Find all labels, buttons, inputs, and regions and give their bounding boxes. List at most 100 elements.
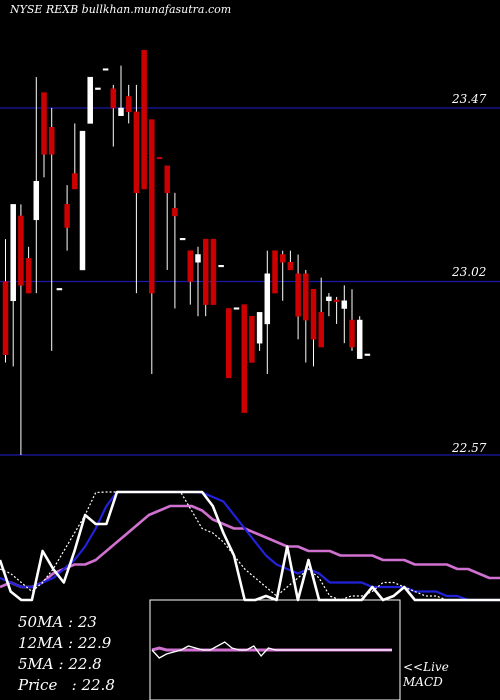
- candle-body: [318, 312, 324, 348]
- candle: [133, 84, 140, 294]
- candle: [156, 157, 163, 160]
- candle-body: [233, 307, 240, 310]
- candle-body: [118, 107, 124, 116]
- candle: [210, 238, 217, 305]
- candle-body: [349, 319, 355, 348]
- candle: [102, 68, 109, 71]
- candle-body: [33, 181, 40, 221]
- candle: [195, 246, 201, 317]
- macd-frame: [149, 599, 401, 700]
- ma12-line: [0, 490, 500, 602]
- candle-body: [10, 204, 16, 302]
- candle-body: [202, 238, 209, 305]
- candle: [279, 250, 286, 301]
- price-line: [0, 490, 500, 602]
- ma5-value: 5MA : 22.8: [18, 655, 102, 673]
- candle: [326, 293, 332, 317]
- live-label: <<Live: [403, 660, 449, 674]
- candle-body: [41, 92, 47, 155]
- candle-body: [341, 300, 348, 309]
- moving-average-lines: [0, 490, 500, 602]
- candle-body: [272, 250, 278, 294]
- candle: [249, 315, 255, 363]
- candle-body: [56, 288, 63, 291]
- candle-body: [326, 296, 332, 302]
- candle: [172, 192, 178, 309]
- candle: [2, 239, 9, 363]
- level-label-mid: 23.02: [451, 265, 486, 279]
- candle-body: [279, 254, 286, 263]
- candle: [164, 165, 170, 270]
- candle: [79, 130, 86, 271]
- candle-body: [303, 273, 309, 321]
- candle-body: [72, 173, 78, 190]
- candle: [48, 108, 55, 351]
- candle-body: [133, 111, 140, 194]
- level-label-high: 23.47: [451, 92, 487, 106]
- candle: [87, 76, 93, 124]
- candle-body: [48, 127, 55, 155]
- candle: [56, 288, 63, 291]
- candle-body: [102, 68, 109, 71]
- candle: [318, 277, 324, 348]
- candle: [141, 49, 147, 190]
- candle: [341, 285, 348, 344]
- candle: [333, 296, 340, 324]
- level-label-low: 22.57: [451, 441, 487, 455]
- candle: [118, 65, 124, 116]
- candle: [295, 254, 301, 340]
- candle: [72, 123, 78, 190]
- candle-body: [141, 49, 147, 190]
- candle: [10, 204, 16, 367]
- candle: [110, 84, 117, 147]
- candle-body: [110, 88, 117, 109]
- candle: [64, 185, 70, 251]
- candle: [233, 307, 240, 310]
- candle: [18, 204, 24, 455]
- candle-body: [333, 299, 340, 302]
- candle-body: [241, 304, 247, 413]
- candle-body: [18, 215, 24, 286]
- candle-body: [256, 312, 263, 344]
- candlestick-series: [2, 49, 371, 455]
- candle-body: [187, 250, 194, 282]
- candle: [356, 316, 363, 359]
- candle-body: [310, 288, 317, 340]
- candle-body: [172, 207, 178, 217]
- candle-body: [295, 273, 301, 317]
- candle: [187, 250, 194, 305]
- candle: [310, 288, 317, 367]
- moving-average-stats: 50MA : 23 12MA : 22.9 5MA : 22.8 Price :…: [18, 612, 115, 696]
- candle-body: [125, 96, 132, 113]
- price-level-lines: [0, 107, 500, 456]
- candle: [149, 119, 155, 375]
- ma50-line: [0, 504, 500, 589]
- chart-title: NYSE REXB bullkhan.munafasutra.com: [9, 3, 231, 16]
- candle-body: [95, 87, 101, 90]
- candle: [25, 246, 32, 294]
- candle-body: [356, 319, 363, 359]
- candle-body: [87, 76, 93, 124]
- candle: [287, 250, 294, 271]
- candle-body: [79, 130, 86, 271]
- candle-body: [264, 273, 271, 325]
- candle-body: [64, 204, 70, 228]
- candle: [33, 77, 40, 294]
- candle: [364, 353, 371, 356]
- live-macd-label: <<Live MACD: [403, 660, 449, 690]
- macd-line: [151, 641, 392, 659]
- price-value: Price : 22.8: [18, 676, 115, 694]
- candle: [226, 308, 232, 379]
- candle: [256, 312, 263, 351]
- candle: [349, 289, 355, 351]
- candle: [303, 269, 309, 363]
- candle-body: [179, 238, 186, 241]
- candle: [218, 265, 224, 268]
- candle: [179, 238, 186, 241]
- candle: [241, 304, 247, 413]
- candle: [202, 238, 209, 317]
- candle: [125, 84, 132, 124]
- candle: [272, 250, 278, 294]
- candle-body: [218, 265, 224, 268]
